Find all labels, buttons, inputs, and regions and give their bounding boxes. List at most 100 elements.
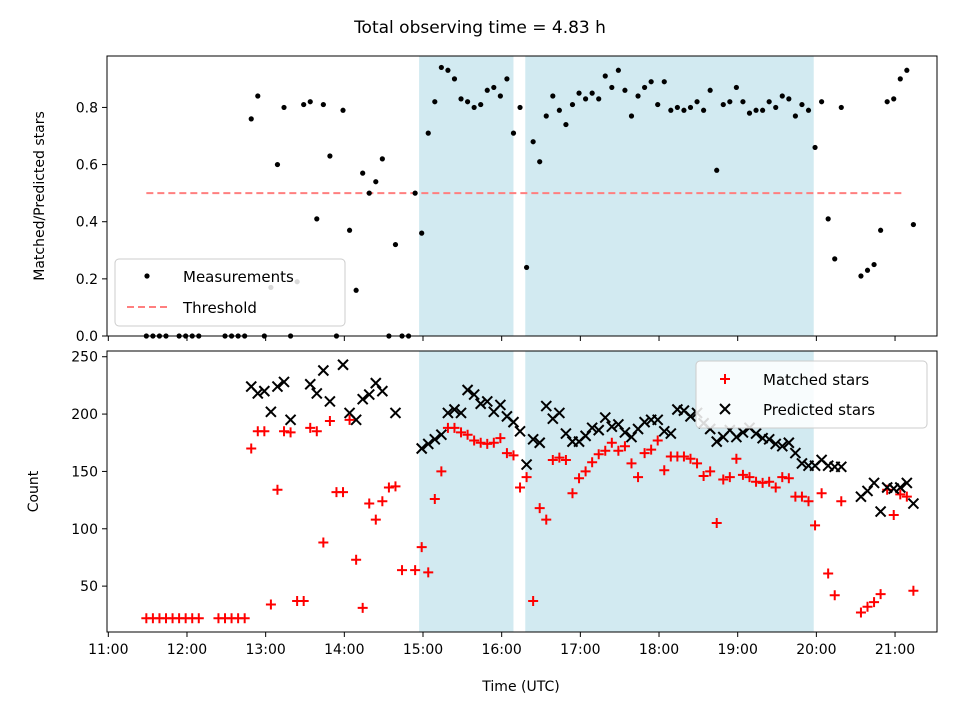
x-tick-label: 16:00 (481, 642, 521, 658)
data-point (442, 407, 454, 419)
data-point (783, 437, 795, 449)
data-point (357, 602, 368, 613)
data-point (469, 435, 480, 446)
legend-marker (720, 374, 730, 384)
data-point (376, 385, 389, 397)
data-point (655, 101, 661, 108)
data-point (389, 407, 402, 419)
data-point (593, 449, 604, 460)
data-point (475, 437, 486, 448)
data-point (464, 99, 471, 105)
ratio-panel: 0.0 0.2 0.4 0.6 0.8 Matched/Predicted stars Me… (32, 55, 938, 345)
data-point (698, 471, 709, 482)
data-point (553, 407, 566, 419)
data-point (908, 585, 919, 596)
data-point (648, 79, 654, 85)
data-point (272, 484, 283, 495)
series-predicted-stars (245, 359, 920, 518)
data-point (435, 429, 448, 441)
data-point (305, 422, 316, 433)
data-point (733, 84, 739, 91)
data-point (812, 144, 818, 151)
data-point (658, 425, 670, 437)
data-point (456, 427, 467, 438)
data-point (626, 458, 637, 469)
data-point (652, 435, 663, 446)
data-point (864, 267, 871, 273)
data-point (534, 503, 545, 514)
data-point (694, 99, 700, 105)
data-point (737, 426, 749, 439)
data-point (825, 216, 831, 222)
data-point (248, 116, 254, 122)
data-point (685, 453, 696, 464)
data-point (517, 104, 523, 111)
legend-marker (144, 273, 150, 279)
data-point (869, 597, 880, 608)
data-point (379, 156, 385, 162)
legend-box (114, 258, 346, 327)
data-point (776, 440, 788, 452)
data-point (760, 107, 766, 113)
data-point (515, 482, 526, 493)
x-tick-label: 17:00 (560, 642, 600, 658)
data-point (789, 447, 802, 459)
data-point (390, 481, 401, 492)
data-point (895, 489, 906, 500)
data-point (638, 416, 651, 428)
data-point (901, 477, 913, 489)
data-point (665, 427, 677, 440)
data-point (862, 601, 873, 612)
data-point (366, 190, 372, 196)
data-point (488, 437, 499, 448)
plot-frame (106, 55, 938, 337)
data-point (783, 473, 794, 484)
data-point (792, 113, 798, 119)
data-point (868, 477, 880, 489)
data-point (281, 104, 287, 111)
data-point (397, 565, 408, 576)
data-point (530, 139, 536, 145)
data-point (560, 427, 572, 440)
data-point (344, 414, 355, 425)
x-tick-label: 12:00 (167, 642, 207, 658)
data-point (639, 448, 650, 459)
data-point (445, 67, 451, 73)
data-point (861, 485, 874, 497)
data-point (543, 113, 549, 119)
data-point (239, 613, 250, 624)
data-point (311, 426, 322, 437)
data-point (740, 99, 746, 105)
data-point (757, 477, 768, 488)
data-point (537, 159, 543, 165)
data-point (897, 76, 903, 82)
data-point (527, 433, 539, 446)
data-point (501, 448, 512, 459)
data-point (462, 429, 473, 440)
x-tick-label: 18:00 (639, 642, 679, 658)
data-point (646, 444, 657, 455)
data-point (718, 474, 729, 485)
data-point (836, 496, 847, 507)
data-point (567, 488, 578, 499)
data-point (497, 93, 503, 99)
data-point (550, 93, 556, 99)
data-point (370, 377, 382, 389)
legend-label: Predicted stars (763, 401, 875, 419)
data-point (265, 599, 276, 610)
data-point (838, 104, 844, 111)
chart-title: Total observing time = 4.83 h (354, 18, 606, 38)
data-point (770, 482, 781, 493)
data-point (377, 496, 388, 507)
data-point (554, 452, 565, 463)
x-tick-label: 13:00 (245, 642, 285, 658)
data-point (373, 179, 379, 185)
data-point (481, 395, 493, 408)
data-point (471, 104, 477, 111)
data-point (628, 113, 635, 119)
data-point (681, 107, 687, 113)
data-point (659, 465, 670, 476)
data-point (495, 433, 506, 444)
data-point (587, 457, 598, 468)
data-point (711, 518, 722, 529)
